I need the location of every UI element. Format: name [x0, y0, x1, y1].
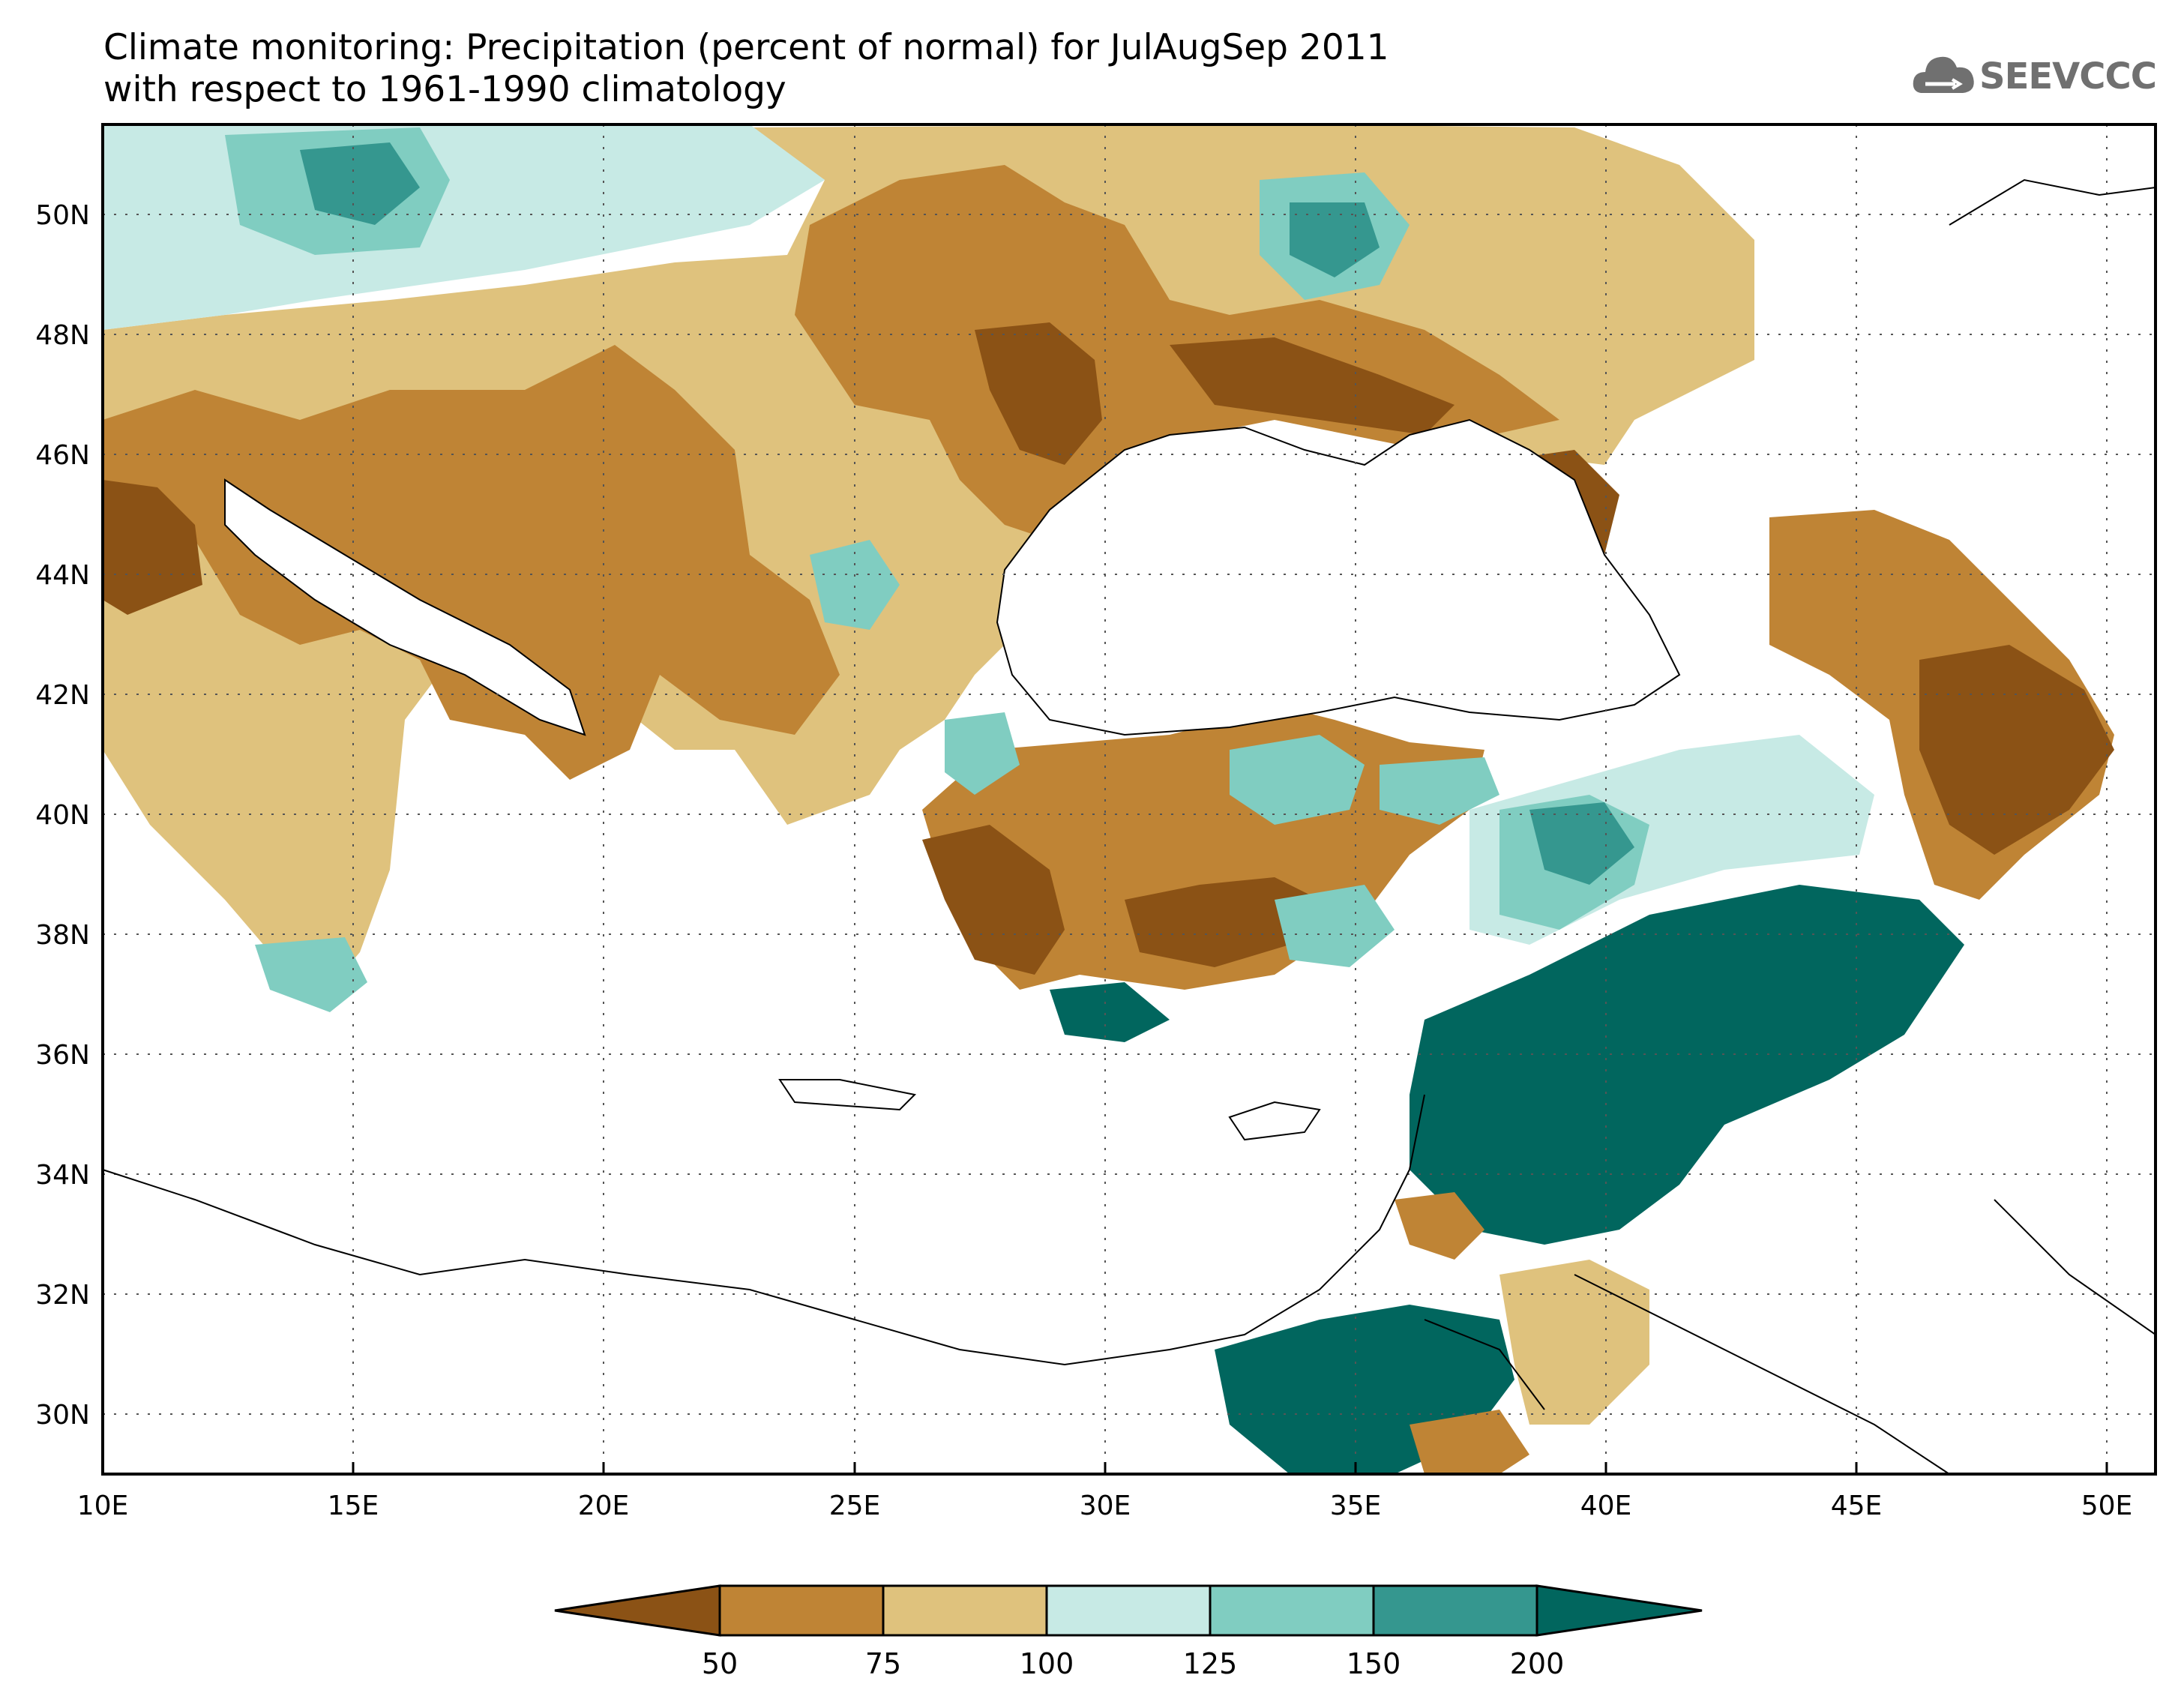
lat-labels: 30N 32N 34N 36N 38N 40N 42N 44N 46N 48N … — [35, 200, 90, 1431]
region-italy-dark — [103, 480, 202, 615]
legend-swatch-100-125 — [1045, 1584, 1212, 1637]
region-turkey-east-dark — [1529, 802, 1634, 885]
title-line-2: with respect to 1961-1990 climatology — [103, 69, 786, 110]
region-sicily-teal — [255, 937, 367, 1012]
gridlines — [103, 124, 2156, 1474]
legend-label: 50 — [702, 1647, 738, 1680]
legend-swatch-below-50 — [554, 1584, 721, 1637]
lat-label: 46N — [35, 440, 90, 471]
map-title: Climate monitoring: Precipitation (perce… — [103, 27, 1389, 111]
lon-label: 10E — [77, 1491, 129, 1521]
lon-label: 20E — [578, 1491, 630, 1521]
lat-label: 48N — [35, 320, 90, 351]
region-jordan-brown — [1395, 1192, 1484, 1260]
lat-label: 50N — [35, 200, 90, 231]
lon-label: 15E — [328, 1491, 379, 1521]
color-legend — [554, 1584, 1703, 1637]
region-syria-dark-teal — [1410, 885, 1964, 1245]
legend-labels: 50 75 100 125 150 200 — [702, 1647, 1564, 1680]
lon-label: 25E — [829, 1491, 881, 1521]
region-poland-dark — [300, 142, 420, 225]
lon-label: 35E — [1330, 1491, 1382, 1521]
lat-label: 40N — [35, 800, 90, 831]
lat-label: 34N — [35, 1160, 90, 1191]
cloud-icon — [1913, 56, 1974, 93]
legend-swatch-125-150 — [1209, 1584, 1375, 1637]
region-sinai-brown — [1410, 1410, 1529, 1474]
region-caucasus-dark — [1919, 645, 2114, 855]
lat-label: 30N — [35, 1400, 90, 1431]
legend-label: 100 — [1020, 1647, 1074, 1680]
lat-label: 36N — [35, 1040, 90, 1071]
region-dnieper-dark — [1170, 337, 1455, 435]
region-moldova-dark — [975, 322, 1102, 465]
logo-text: SEEVCCC — [1979, 55, 2157, 97]
lon-label: 30E — [1080, 1491, 1131, 1521]
legend-swatch-above-200 — [1535, 1584, 1703, 1637]
lat-label: 44N — [35, 560, 90, 591]
adriatic-sea — [224, 478, 586, 736]
black-sea — [996, 418, 1681, 736]
region-turkey-dark-west — [922, 825, 1065, 975]
legend-swatch-50-75 — [718, 1584, 885, 1637]
region-turkey-teal-3 — [1275, 885, 1395, 967]
title-line-1: Climate monitoring: Precipitation (perce… — [103, 27, 1389, 68]
region-marmara-teal — [945, 712, 1020, 795]
coastlines — [102, 178, 2156, 1475]
lat-label: 32N — [35, 1280, 90, 1311]
legend-label: 200 — [1510, 1647, 1565, 1680]
legend-swatch-150-200 — [1372, 1584, 1538, 1637]
map-frame — [101, 123, 2157, 1476]
lon-label: 50E — [2081, 1491, 2133, 1521]
legend-label: 75 — [865, 1647, 901, 1680]
legend-label: 125 — [1183, 1647, 1238, 1680]
region-balkan-teal — [810, 540, 900, 630]
region-jordan-light — [1499, 1260, 1649, 1425]
region-turkey-teal-2 — [1380, 757, 1499, 825]
lon-label: 40E — [1580, 1491, 1632, 1521]
lat-label: 38N — [35, 920, 90, 951]
seevccc-logo: SEEVCCC — [1910, 46, 2158, 111]
axis-ticks — [352, 1462, 2108, 1474]
region-south-turkey-dark — [1050, 982, 1170, 1042]
region-belarus-dark — [1290, 202, 1380, 277]
lon-labels: 10E 15E 20E 25E 30E 35E 40E 45E 50E — [77, 1491, 2133, 1521]
region-turkey-dark-central — [1125, 877, 1320, 967]
lat-label: 42N — [35, 680, 90, 711]
legend-label: 150 — [1347, 1647, 1401, 1680]
legend-swatch-75-100 — [882, 1584, 1048, 1637]
region-turkey-teal-1 — [1230, 735, 1365, 825]
lon-label: 45E — [1831, 1491, 1883, 1521]
